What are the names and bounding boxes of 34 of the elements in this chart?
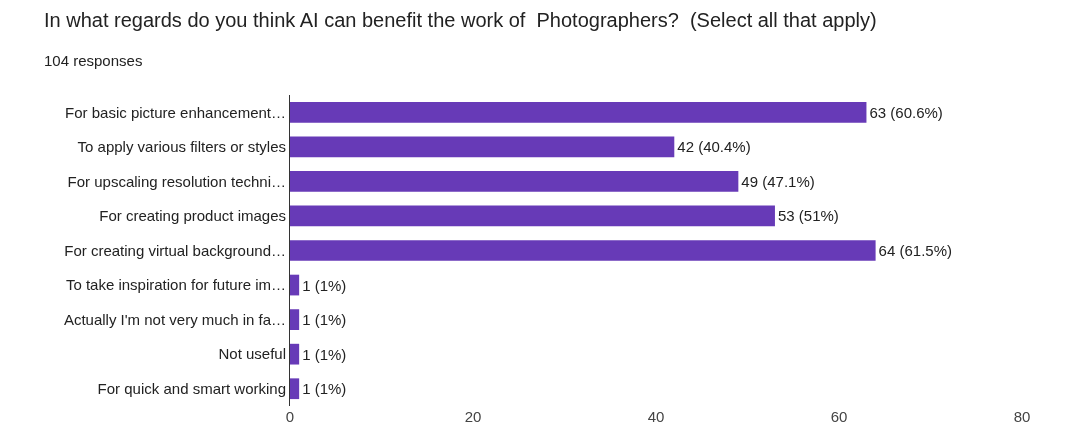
y-tick-label: To apply various filters or styles <box>77 138 286 156</box>
data-label: 49 (47.1%) <box>741 172 815 190</box>
data-label: 63 (60.6%) <box>869 103 943 121</box>
x-tick-label: 40 <box>647 408 665 425</box>
data-label: 42 (40.4%) <box>677 138 751 156</box>
y-tick-label: Not useful <box>218 345 286 363</box>
y-tick-label: For basic picture enhancement… <box>65 103 286 121</box>
bar <box>290 343 300 365</box>
bar <box>290 101 867 123</box>
data-label: 64 (61.5%) <box>878 242 952 259</box>
y-tick-label: For quick and smart working <box>97 379 286 397</box>
x-tick-label: 0 <box>285 408 295 425</box>
chart-title: In what regards do you think AI can benefit the work of Photographers? (Select all that apply) <box>44 9 877 32</box>
y-tick-label: To take inspiration for future im… <box>65 276 286 294</box>
bar <box>290 240 876 261</box>
bar <box>290 171 739 192</box>
data-label: 53 (51%) <box>777 207 839 225</box>
bar <box>290 205 775 227</box>
x-tick-label: 60 <box>830 408 848 425</box>
text: 104 responses <box>44 51 143 69</box>
data-label: 1 (1%) <box>302 276 347 294</box>
data-label: 1 (1%) <box>302 311 347 329</box>
x-tick-label: 20 <box>464 408 482 425</box>
data-label: 1 (1%) <box>302 345 347 363</box>
bar <box>290 378 300 400</box>
y-tick-label: Actually I'm not very much in fa… <box>63 310 286 328</box>
bar <box>290 274 300 296</box>
x-tick-label: 80 <box>1013 408 1031 425</box>
y-tick-label: For creating virtual background… <box>64 241 286 259</box>
data-label: 1 (1%) <box>302 380 347 398</box>
bar <box>290 136 675 158</box>
bar <box>290 309 300 330</box>
y-tick-label: For upscaling resolution techni… <box>67 172 286 190</box>
y-tick-label: For creating product images <box>99 207 286 225</box>
